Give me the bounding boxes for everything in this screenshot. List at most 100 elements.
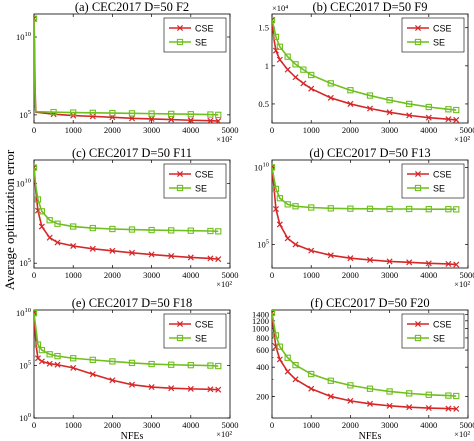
marker-x bbox=[292, 376, 299, 383]
axes-frame bbox=[271, 159, 469, 269]
x-tick-label: 5000 bbox=[222, 125, 239, 135]
y-tick-label: 800 bbox=[256, 333, 269, 343]
legend-label: CSE bbox=[433, 170, 452, 180]
series-se bbox=[34, 15, 222, 119]
marker-x bbox=[386, 402, 393, 409]
marker-square bbox=[89, 109, 96, 116]
x-tick-label: 0 bbox=[270, 125, 274, 135]
y-tick-exponent: 5 bbox=[266, 239, 269, 246]
x-tick-label: 1000 bbox=[65, 125, 82, 135]
series-line-se bbox=[34, 313, 219, 367]
marker-x bbox=[386, 258, 393, 265]
legend-box bbox=[401, 17, 465, 53]
legend: CSE SE bbox=[401, 163, 465, 199]
marker-square bbox=[109, 225, 116, 233]
marker-square bbox=[445, 106, 452, 113]
y-tick-exponent: 10 bbox=[25, 31, 32, 38]
marker-x bbox=[207, 255, 214, 262]
marker-x bbox=[187, 385, 194, 392]
x-tick-label: 3000 bbox=[381, 125, 398, 135]
marker-x bbox=[207, 117, 214, 123]
marker-square bbox=[34, 15, 38, 22]
panel-f: (f) CEC2017 D=50 F20 0 1000 2000 3000 4000 500… bbox=[252, 296, 474, 441]
y-tick-label: 0.5 bbox=[258, 99, 269, 109]
x-tick-label: 2000 bbox=[342, 125, 359, 135]
marker-square bbox=[38, 208, 45, 215]
marker-square bbox=[292, 203, 299, 210]
legend-label: SE bbox=[433, 38, 445, 48]
marker-x bbox=[168, 385, 175, 392]
series-cse bbox=[272, 17, 460, 123]
marker-square bbox=[453, 392, 460, 400]
marker-square bbox=[445, 206, 452, 213]
legend: CSE SE bbox=[401, 17, 465, 53]
marker-square bbox=[89, 356, 96, 364]
marker-x bbox=[292, 74, 299, 81]
x-tick-label: 3000 bbox=[381, 270, 398, 280]
marker-x bbox=[109, 377, 116, 384]
marker-square bbox=[215, 228, 222, 235]
legend: CSE SE bbox=[163, 17, 227, 53]
y-tick-base: 10 bbox=[257, 240, 266, 250]
marker-square bbox=[168, 361, 175, 368]
x-tick-label: 1000 bbox=[65, 420, 82, 430]
marker-square bbox=[46, 351, 53, 358]
marker-x bbox=[272, 205, 279, 213]
x-tick-label: 3000 bbox=[381, 420, 398, 430]
legend-box bbox=[401, 313, 465, 349]
marker-square bbox=[425, 206, 432, 213]
y-tick-label: 400 bbox=[256, 362, 269, 372]
marker-x bbox=[89, 245, 96, 252]
marker-x bbox=[453, 405, 460, 412]
x-multiplier: ×10² bbox=[454, 134, 470, 144]
marker-square bbox=[272, 164, 276, 171]
y-tick-base: 10 bbox=[254, 162, 263, 172]
marker-square bbox=[34, 164, 38, 171]
marker-x bbox=[215, 256, 222, 263]
marker-x bbox=[148, 384, 155, 391]
series-line-se bbox=[34, 167, 219, 233]
x-tick-label: 2000 bbox=[104, 125, 121, 135]
y-tick-base: 10 bbox=[19, 110, 28, 120]
series-se bbox=[272, 310, 460, 400]
legend-label: CSE bbox=[195, 24, 214, 34]
x-tick-label: 0 bbox=[270, 420, 274, 430]
x-tick-label: 0 bbox=[32, 420, 36, 430]
x-tick-label: 1000 bbox=[303, 420, 320, 430]
series-cse bbox=[272, 164, 460, 268]
marker-square bbox=[70, 355, 77, 362]
marker-x bbox=[445, 116, 452, 123]
marker-x bbox=[327, 94, 334, 101]
marker-x bbox=[406, 404, 413, 411]
marker-x bbox=[425, 260, 432, 267]
y-tick-base: 10 bbox=[19, 413, 28, 423]
axes-frame bbox=[271, 309, 469, 419]
series-line-cse bbox=[272, 20, 457, 121]
marker-square bbox=[453, 106, 460, 114]
y-tick-exponent: 5 bbox=[28, 109, 31, 116]
y-tick-exponent: 5 bbox=[28, 360, 31, 367]
y-tick-label: 1010 bbox=[16, 31, 31, 42]
marker-square bbox=[50, 108, 57, 116]
marker-square bbox=[300, 66, 307, 73]
legend-marker-x bbox=[176, 24, 184, 32]
y-tick-exponent: 10 bbox=[263, 161, 270, 168]
y-tick-label: 1010 bbox=[16, 307, 31, 318]
marker-square bbox=[386, 388, 393, 395]
marker-x bbox=[366, 256, 374, 263]
marker-x bbox=[366, 105, 374, 112]
marker-x bbox=[276, 221, 283, 228]
marker-x bbox=[308, 385, 315, 392]
x-tick-label: 5000 bbox=[222, 420, 239, 430]
marker-x bbox=[168, 116, 175, 123]
marker-x bbox=[347, 255, 354, 262]
marker-square bbox=[148, 110, 155, 117]
marker-square bbox=[308, 204, 315, 211]
legend-box bbox=[163, 313, 227, 349]
marker-square bbox=[34, 310, 38, 317]
marker-x bbox=[406, 112, 413, 119]
series-se bbox=[272, 16, 460, 114]
series-line-se bbox=[272, 19, 457, 111]
y-tick-label: 1010 bbox=[16, 178, 31, 189]
marker-x bbox=[128, 249, 136, 256]
